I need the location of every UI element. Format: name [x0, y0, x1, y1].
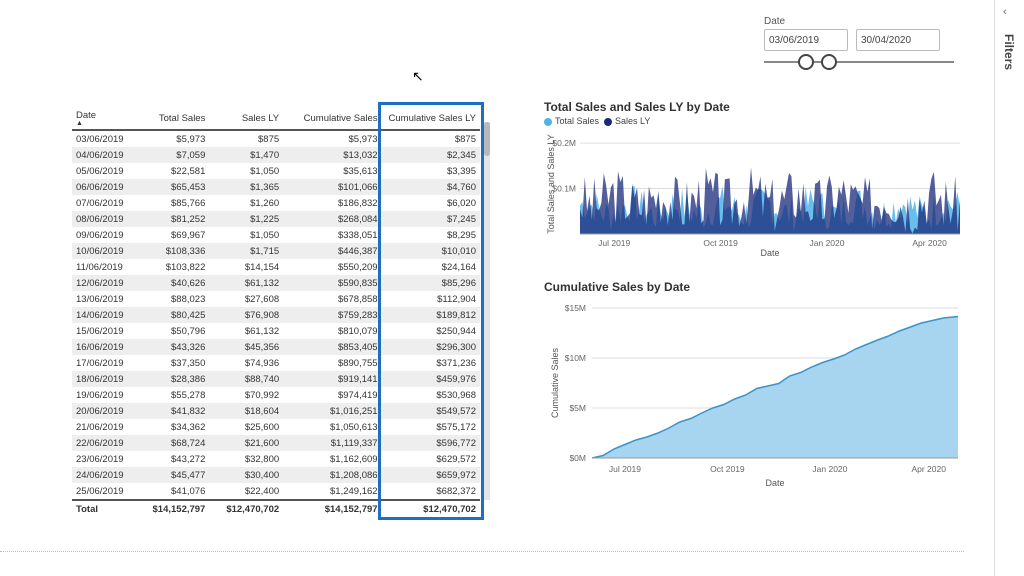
table-row[interactable]: 20/06/2019$41,832$18,604$1,016,251$549,5… [72, 403, 480, 419]
sales-table[interactable]: Date▲Total SalesSales LYCumulative Sales… [72, 106, 480, 504]
table-row[interactable]: 24/06/2019$45,477$30,400$1,208,086$659,9… [72, 467, 480, 483]
svg-text:$5M: $5M [569, 403, 586, 413]
column-header[interactable]: Cumulative Sales [283, 106, 381, 130]
filters-label: Filters [1002, 34, 1016, 70]
column-header[interactable]: Total Sales [140, 106, 210, 130]
divider [0, 551, 964, 552]
slicer-start-input[interactable] [764, 29, 848, 51]
slicer-handle-end[interactable] [821, 54, 837, 70]
svg-text:Oct 2019: Oct 2019 [710, 464, 745, 474]
table-row[interactable]: 07/06/2019$85,766$1,260$186,832$6,020 [72, 195, 480, 211]
table-row[interactable]: 23/06/2019$43,272$32,800$1,162,609$629,5… [72, 451, 480, 467]
column-header[interactable]: Date▲ [72, 106, 140, 130]
svg-text:$0M: $0M [569, 453, 586, 463]
svg-text:Total Sales and Sales LY: Total Sales and Sales LY [546, 134, 556, 233]
svg-text:Apr 2020: Apr 2020 [911, 464, 946, 474]
table-row[interactable]: 18/06/2019$28,386$88,740$919,141$459,976 [72, 371, 480, 387]
chart2-svg: $15M $10M $5M $0M Jul 2019 Oct 2019 Jan 2020 Ap… [544, 294, 984, 494]
svg-text:Date: Date [765, 478, 784, 488]
table-row[interactable]: 15/06/2019$50,796$61,132$810,079$250,944 [72, 323, 480, 339]
table-row[interactable]: 12/06/2019$40,626$61,132$590,835$85,296 [72, 275, 480, 291]
table-row[interactable]: 14/06/2019$80,425$76,908$759,283$189,812 [72, 307, 480, 323]
table-row[interactable]: 16/06/2019$43,326$45,356$853,405$296,300 [72, 339, 480, 355]
chart1-svg: $0.2M$0.1MJul 2019Oct 2019Jan 2020Apr 20… [544, 126, 984, 256]
table-row[interactable]: 22/06/2019$68,724$21,600$1,119,337$596,7… [72, 435, 480, 451]
chart1-title: Total Sales and Sales LY by Date [544, 100, 984, 114]
filters-pane[interactable]: ‹ Filters [994, 0, 1024, 576]
svg-text:$15M: $15M [565, 303, 586, 313]
table-row[interactable]: 06/06/2019$65,453$1,365$101,066$4,760 [72, 179, 480, 195]
table-row[interactable]: 21/06/2019$34,362$25,600$1,050,613$575,1… [72, 419, 480, 435]
table-row[interactable]: 05/06/2019$22,581$1,050$35,613$3,395 [72, 163, 480, 179]
table-scrollbar[interactable] [484, 122, 490, 500]
table-row[interactable]: 04/06/2019$7,059$1,470$13,032$2,345 [72, 147, 480, 163]
table-row[interactable]: 13/06/2019$88,023$27,608$678,858$112,904 [72, 291, 480, 307]
svg-text:Apr 2020: Apr 2020 [912, 238, 947, 248]
svg-text:Jan 2020: Jan 2020 [810, 238, 845, 248]
slicer-track[interactable] [764, 61, 954, 63]
total-sales-chart[interactable]: Total Sales and Sales LY by Date Total S… [544, 100, 984, 256]
table-row[interactable]: 03/06/2019$5,973$875$5,973$875 [72, 130, 480, 147]
cumulative-sales-chart[interactable]: Cumulative Sales by Date $15M $10M $5M $0M J… [544, 280, 984, 494]
table-row[interactable]: 25/06/2019$41,076$22,400$1,249,162$682,3… [72, 483, 480, 500]
svg-text:$10M: $10M [565, 353, 586, 363]
svg-text:Oct 2019: Oct 2019 [703, 238, 738, 248]
date-slicer[interactable]: Date [764, 16, 954, 63]
table-row[interactable]: 08/06/2019$81,252$1,225$268,084$7,245 [72, 211, 480, 227]
table-row[interactable]: 10/06/2019$108,336$1,715$446,387$10,010 [72, 243, 480, 259]
svg-text:Jul 2019: Jul 2019 [609, 464, 641, 474]
table-total-row: Total$14,152,797$12,470,702$14,152,797$1… [72, 500, 480, 518]
cursor-icon: ↖ [412, 68, 424, 85]
svg-text:Jul 2019: Jul 2019 [598, 238, 630, 248]
table-row[interactable]: 11/06/2019$103,822$14,154$550,209$24,164 [72, 259, 480, 275]
slicer-handle-start[interactable] [798, 54, 814, 70]
table-row[interactable]: 19/06/2019$55,278$70,992$974,419$530,968 [72, 387, 480, 403]
column-header[interactable]: Sales LY [209, 106, 283, 130]
chart2-title: Cumulative Sales by Date [544, 280, 984, 294]
svg-text:Cumulative Sales: Cumulative Sales [550, 347, 560, 418]
svg-text:Date: Date [760, 248, 779, 256]
svg-text:Jan 2020: Jan 2020 [812, 464, 847, 474]
column-header[interactable]: Cumulative Sales LY [382, 106, 480, 130]
chart1-legend: Total Sales Sales LY [544, 116, 984, 126]
slicer-title: Date [764, 16, 954, 27]
slicer-end-input[interactable] [856, 29, 940, 51]
scrollbar-thumb[interactable] [484, 122, 490, 156]
table-row[interactable]: 09/06/2019$69,967$1,050$338,051$8,295 [72, 227, 480, 243]
table-row[interactable]: 17/06/2019$37,350$74,936$890,755$371,236 [72, 355, 480, 371]
expand-filters-icon[interactable]: ‹ [1003, 6, 1007, 18]
